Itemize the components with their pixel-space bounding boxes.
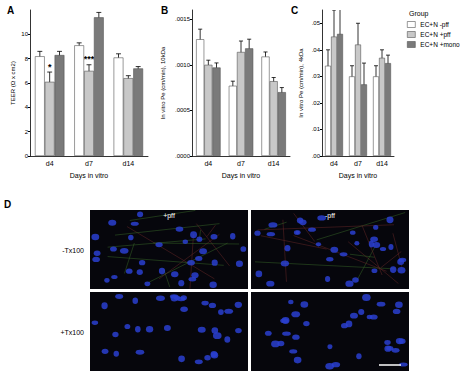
svg-text:4: 4 — [25, 104, 29, 110]
svg-text:.0010: .0010 — [175, 62, 191, 68]
svg-text:.01: .01 — [312, 126, 321, 132]
svg-text:D: D — [4, 199, 11, 210]
svg-text:.0005: .0005 — [175, 107, 191, 113]
svg-text:.04: .04 — [312, 47, 321, 53]
svg-text:.02: .02 — [312, 100, 321, 106]
svg-text:*: * — [48, 62, 52, 72]
svg-text:Days in vitro: Days in vitro — [70, 172, 109, 180]
svg-text:d4: d4 — [46, 160, 54, 167]
svg-text:-Tx100: -Tx100 — [62, 247, 84, 254]
svg-text:6: 6 — [25, 80, 29, 86]
svg-text:.05: .05 — [312, 20, 321, 26]
svg-text:EC+N +mono: EC+N +mono — [420, 41, 460, 48]
svg-text:8: 8 — [25, 56, 29, 62]
svg-text:EC+N +pff: EC+N +pff — [420, 31, 450, 39]
svg-text:d14: d14 — [122, 160, 134, 167]
svg-text:A: A — [7, 5, 14, 16]
svg-text:0: 0 — [25, 153, 29, 159]
svg-text:.03: .03 — [312, 73, 321, 79]
svg-text:C: C — [291, 5, 298, 16]
svg-text:B: B — [161, 5, 168, 16]
svg-text:d4: d4 — [204, 160, 212, 167]
svg-text:In vitro Pe (cm/min), 4kDa: In vitro Pe (cm/min), 4kDa — [298, 48, 304, 118]
svg-text:***: *** — [84, 54, 95, 64]
svg-text:-pff: -pff — [325, 212, 335, 220]
svg-text:.0000: .0000 — [175, 153, 191, 159]
svg-text:+pff: +pff — [163, 212, 175, 220]
svg-text:d4: d4 — [330, 160, 338, 167]
svg-text:Days in vitro: Days in vitro — [222, 172, 261, 180]
svg-text:d7: d7 — [237, 160, 245, 167]
svg-text:EC+N -pff: EC+N -pff — [420, 21, 449, 29]
svg-text:Group: Group — [409, 10, 429, 18]
svg-text:In vitro Pe (cm/min), 10kDa: In vitro Pe (cm/min), 10kDa — [160, 46, 166, 119]
svg-text:d7: d7 — [85, 160, 93, 167]
svg-text:Days in vitro: Days in vitro — [339, 172, 378, 180]
svg-text:.00: .00 — [312, 153, 321, 159]
svg-text:2: 2 — [25, 129, 29, 135]
svg-text:.0015: .0015 — [175, 16, 191, 22]
svg-text:d7: d7 — [354, 160, 362, 167]
svg-text:d14: d14 — [376, 160, 388, 167]
svg-text:d14: d14 — [268, 160, 280, 167]
svg-text:+Tx100: +Tx100 — [60, 329, 84, 336]
svg-text:TEER (Ω x cm2): TEER (Ω x cm2) — [10, 61, 16, 105]
svg-text:10: 10 — [21, 31, 28, 37]
